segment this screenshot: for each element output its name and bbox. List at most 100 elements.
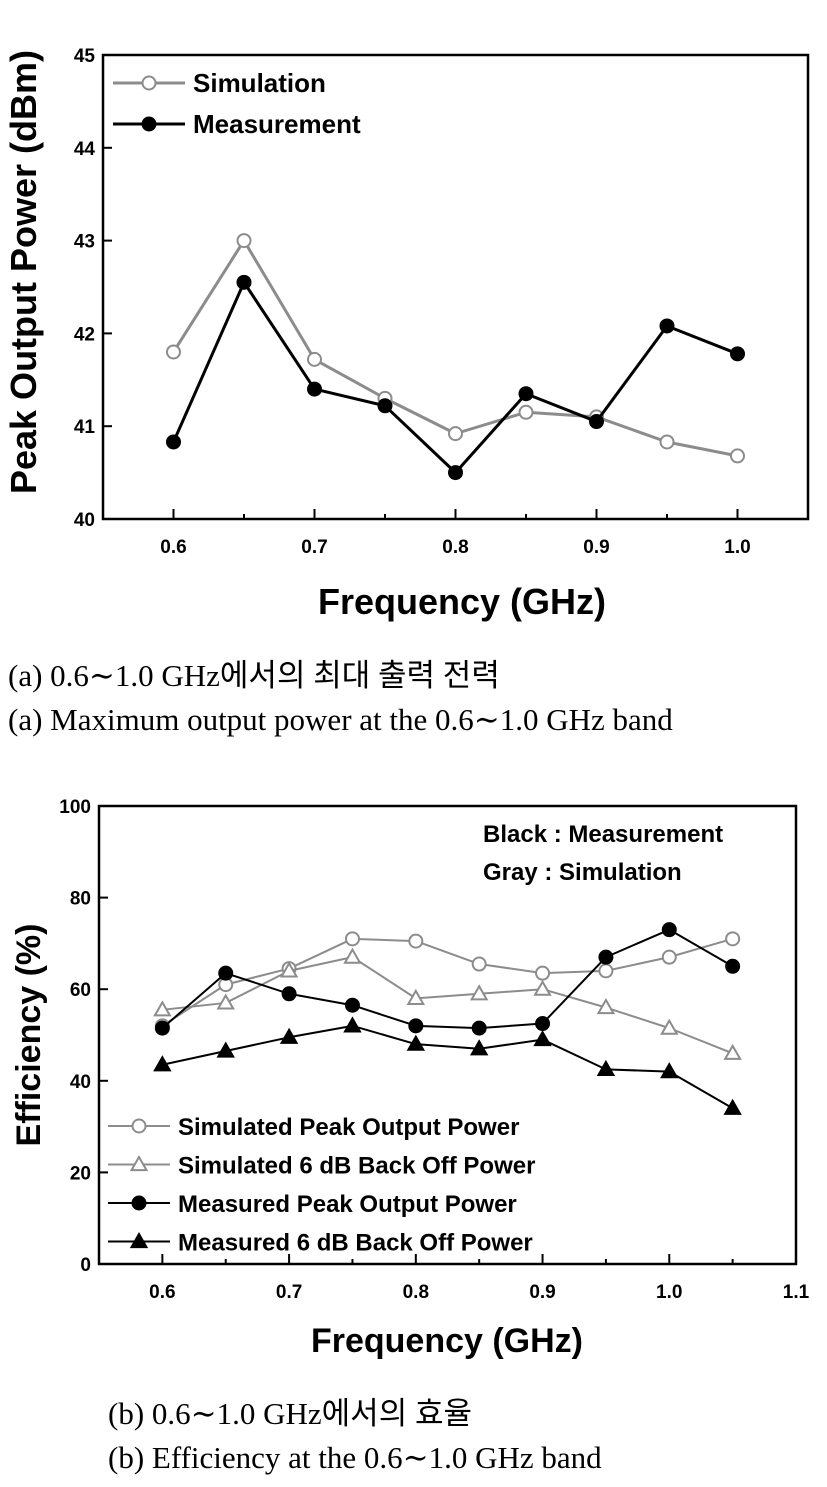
legend-label-simulated-6-db-back-off-power: Simulated 6 dB Back Off Power — [178, 1153, 535, 1180]
data-point-measurement — [166, 434, 181, 450]
x-axis-a: 0.6 0.7 0.8 0.9 1.0 — [160, 509, 809, 558]
data-point-simulated-6-db-back-off-power — [406, 988, 426, 1005]
data-point-simulated-peak-output-power — [344, 931, 360, 947]
legend-a: Simulation Measurement — [113, 68, 361, 139]
x-tick-label: 1.1 — [783, 1282, 810, 1303]
y-tick-label: 45 — [74, 46, 96, 67]
y-axis-title-b: Efficiency (%) — [10, 924, 48, 1147]
data-point-simulation — [236, 233, 252, 249]
data-point-measurement — [236, 274, 252, 290]
legend-label-measured-6-db-back-off-power: Measured 6 dB Back Off Power — [178, 1230, 533, 1257]
series-line-measured-6-db-back-off-power — [162, 1024, 734, 1110]
y-tick-label: 42 — [74, 324, 95, 345]
data-point-simulated-peak-output-power — [661, 949, 677, 965]
data-point-measured-6-db-back-off-power — [153, 1055, 172, 1072]
plot-frame-b — [97, 804, 798, 1266]
x-axis-b: 0.6 0.7 0.8 0.9 1.0 1.1 — [149, 1254, 810, 1303]
data-point-measurement — [448, 465, 463, 481]
caption-a-english: (a) Maximum output power at the 0.6∼1.0 … — [8, 702, 673, 737]
y-axis-a: 40 41 42 43 44 45 — [74, 46, 112, 531]
x-tick-label: 0.9 — [529, 1282, 555, 1303]
legend-marker-simulated-6-db-back-off-power — [129, 1155, 149, 1172]
legend-marker-simulated-peak-output-power — [131, 1118, 147, 1134]
data-point-measured-peak-output-power — [598, 949, 614, 965]
annotation-black-measurement: Black : Measurement — [483, 821, 723, 848]
data-point-simulated-peak-output-power — [598, 963, 614, 979]
data-point-measured-peak-output-power — [281, 986, 297, 1002]
data-point-measured-6-db-back-off-power — [660, 1062, 679, 1079]
chart-peak-output-power: 40 41 42 43 44 45 0.6 0.7 0.8 0.9 1.0 Simulation M… — [3, 46, 810, 622]
annotation-gray-simulation: Gray : Simulation — [483, 859, 682, 886]
legend-marker-simulation — [141, 75, 157, 91]
chart-efficiency: 0 20 40 60 80 100 0.6 0.7 0.8 0.9 1.0 1.1 Simulate… — [10, 797, 810, 1360]
caption-b-english: (b) Efficiency at the 0.6∼1.0 GHz band — [108, 1440, 602, 1475]
data-point-measured-peak-output-power — [344, 997, 360, 1013]
y-tick-label: 40 — [74, 510, 95, 531]
data-point-simulated-peak-output-power — [535, 965, 551, 981]
legend-b: Simulated Peak Output Power Simulated 6 d… — [108, 1114, 535, 1257]
data-point-simulation — [307, 351, 322, 367]
data-point-simulated-6-db-back-off-power — [216, 993, 235, 1010]
data-point-measured-peak-output-power — [661, 922, 677, 938]
data-point-measured-6-db-back-off-power — [469, 1039, 489, 1056]
data-point-simulated-peak-output-power — [408, 933, 424, 949]
data-point-simulated-6-db-back-off-power — [153, 1000, 172, 1017]
x-tick-label: 1.0 — [656, 1282, 682, 1303]
data-point-measurement — [307, 381, 322, 397]
y-tick-label: 41 — [74, 417, 96, 438]
data-point-measured-peak-output-power — [471, 1020, 487, 1036]
legend-label-measured-peak-output-power: Measured Peak Output Power — [178, 1191, 517, 1218]
y-tick-label: 43 — [74, 232, 95, 253]
x-tick-label: 0.9 — [583, 537, 609, 558]
y-tick-label: 80 — [70, 889, 91, 910]
data-point-measured-peak-output-power — [218, 965, 234, 981]
x-tick-label: 0.6 — [160, 537, 186, 558]
legend-marker-measured-peak-output-power — [131, 1195, 147, 1211]
y-axis-title-a: Peak Output Power (dBm) — [3, 50, 44, 494]
legend-label-simulation: Simulation — [193, 68, 326, 98]
caption-a-korean: (a) 0.6∼1.0 GHz에서의 최대 출력 전력 — [8, 658, 500, 693]
x-tick-label: 0.7 — [301, 537, 327, 558]
data-point-simulated-6-db-back-off-power — [469, 984, 489, 1001]
y-tick-label: 44 — [74, 139, 96, 160]
data-point-simulated-peak-output-power — [471, 956, 487, 972]
series-group-a — [166, 233, 745, 481]
data-point-simulated-6-db-back-off-power — [596, 998, 616, 1015]
x-axis-title-b: Frequency (GHz) — [311, 1322, 583, 1360]
data-point-simulated-6-db-back-off-power — [660, 1018, 679, 1035]
data-point-simulated-peak-output-power — [725, 931, 741, 947]
data-point-simulated-6-db-back-off-power — [723, 1043, 742, 1060]
legend-label-simulated-peak-output-power: Simulated Peak Output Power — [178, 1114, 519, 1141]
y-tick-label: 60 — [70, 980, 91, 1001]
x-tick-label: 0.6 — [149, 1282, 175, 1303]
y-tick-label: 0 — [80, 1255, 91, 1276]
x-tick-label: 0.7 — [276, 1282, 302, 1303]
x-tick-label: 0.8 — [442, 537, 468, 558]
data-point-measurement — [589, 414, 604, 430]
x-tick-label: 1.0 — [724, 537, 750, 558]
data-point-measured-peak-output-power — [408, 1018, 424, 1034]
x-tick-label: 0.8 — [403, 1282, 429, 1303]
caption-b-korean: (b) 0.6∼1.0 GHz에서의 효율 — [108, 1396, 473, 1431]
data-point-measured-6-db-back-off-power — [343, 1016, 362, 1033]
legend-marker-measured-6-db-back-off-power — [129, 1232, 149, 1249]
data-point-simulated-6-db-back-off-power — [533, 979, 552, 996]
data-point-measured-peak-output-power — [535, 1016, 551, 1032]
y-tick-label: 20 — [70, 1163, 91, 1184]
data-point-measurement — [659, 318, 675, 334]
data-point-measurement — [730, 346, 745, 362]
series-line-simulated-peak-output-power — [161, 937, 733, 1027]
data-point-measured-6-db-back-off-power — [723, 1098, 742, 1115]
data-point-simulation — [448, 426, 463, 442]
data-point-measured-6-db-back-off-power — [279, 1027, 299, 1044]
data-point-simulation — [659, 434, 675, 450]
series-group-b — [153, 922, 742, 1115]
y-tick-label: 40 — [70, 1072, 91, 1093]
y-axis-b: 0 20 40 60 80 100 — [59, 797, 108, 1276]
data-point-measured-6-db-back-off-power — [596, 1059, 616, 1076]
data-point-measured-peak-output-power — [154, 1020, 170, 1036]
data-point-simulated-6-db-back-off-power — [279, 961, 299, 978]
data-point-measured-6-db-back-off-power — [406, 1034, 426, 1051]
y-tick-label: 100 — [59, 797, 91, 818]
